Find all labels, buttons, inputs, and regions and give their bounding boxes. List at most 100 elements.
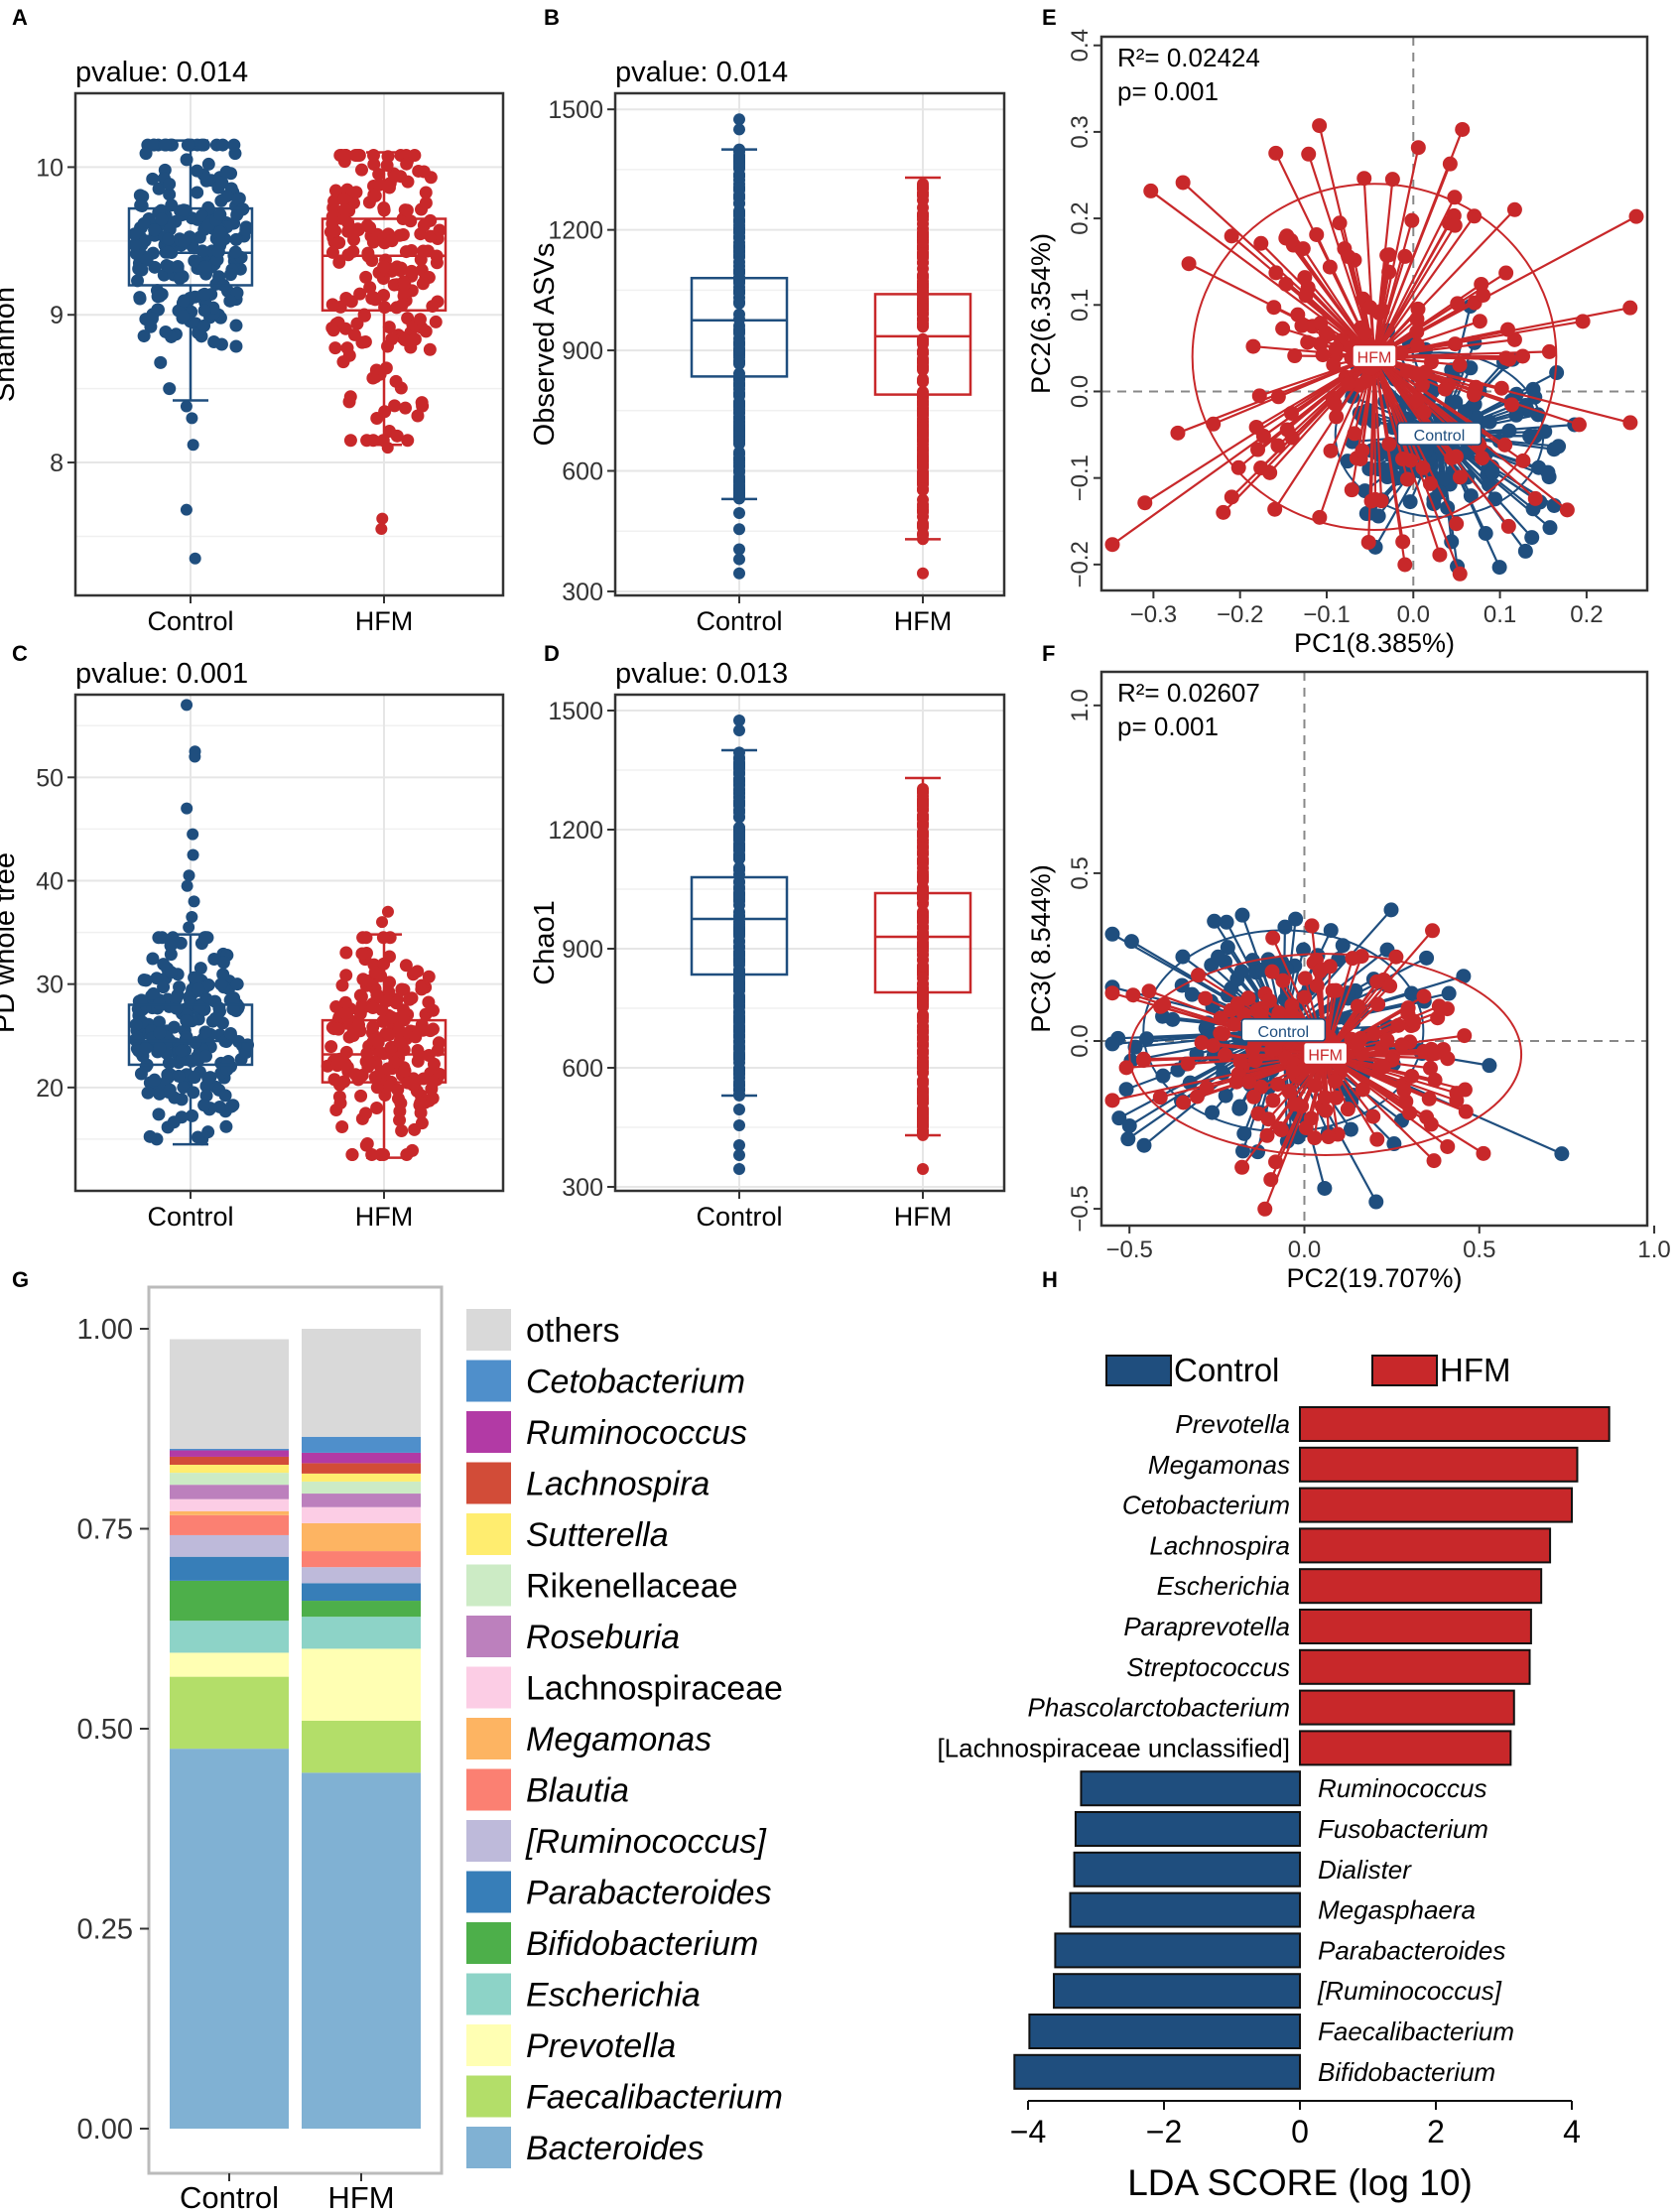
outlier-point [375, 523, 388, 536]
data-point [733, 231, 745, 244]
data-point [1270, 1077, 1286, 1093]
data-point [415, 982, 429, 996]
data-point [1175, 949, 1191, 965]
chart-D: 300 600 900 1200 1500 Control HFM Chao1 pvalue: … [529, 658, 1006, 1232]
data-point [1152, 1090, 1168, 1106]
box [321, 1018, 448, 1084]
outlier-point [733, 1149, 745, 1161]
plot-area [615, 93, 1004, 595]
y-tick-label: 1.00 [77, 1314, 133, 1346]
data-point [1416, 404, 1432, 420]
data-point [128, 238, 142, 252]
data-point [198, 260, 212, 274]
data-point [162, 1056, 176, 1070]
data-point [335, 978, 349, 992]
data-point [1198, 990, 1214, 1006]
data-point [366, 149, 380, 163]
data-point [1456, 969, 1472, 984]
data-point [917, 213, 929, 226]
bar-segment-rikenellaceae [170, 1473, 289, 1486]
data-point [917, 794, 929, 807]
y-tick-label: 0.3 [1067, 115, 1094, 148]
data-point [348, 149, 362, 163]
data-point [1397, 248, 1413, 264]
x-tick-label: Control [147, 1202, 233, 1232]
data-point [1216, 1026, 1231, 1042]
bar-label: Bifidobacterium [1318, 2057, 1495, 2087]
y-axis-label: PD whole tree [0, 852, 21, 1033]
bar-label: Parabacteroides [1318, 1935, 1505, 1965]
data-point [1399, 471, 1415, 487]
data-point [1297, 971, 1313, 986]
y-tick-label: 0.1 [1067, 289, 1094, 322]
data-point [382, 321, 396, 334]
group-label-box [1352, 343, 1397, 368]
data-point [172, 1069, 186, 1083]
data-point [178, 234, 192, 248]
data-point [177, 294, 191, 308]
bar-segment-lachnospira [170, 1456, 289, 1466]
legend-label: Roseburia [526, 1619, 680, 1656]
data-point [135, 199, 149, 213]
x-axis-label: PC2(19.707%) [1286, 1263, 1462, 1293]
data-point [1297, 270, 1313, 286]
data-point [1423, 1116, 1439, 1132]
x-tick-label: 1.0 [1637, 1236, 1670, 1263]
data-point [1328, 1090, 1344, 1106]
x-tick-label: Control [180, 2180, 279, 2212]
data-point [1345, 951, 1360, 967]
bar-segment-prevotella [170, 1652, 289, 1677]
data-point [357, 309, 371, 323]
data-point [1432, 547, 1448, 563]
outlier-point [917, 1163, 929, 1175]
data-point [917, 421, 929, 434]
outlier-point [376, 512, 389, 525]
outlier-point [733, 1139, 745, 1151]
bar-segment-lachnospiraceae [302, 1506, 421, 1523]
data-point [417, 165, 431, 179]
bar-segment-bifidobacterium [302, 1601, 421, 1618]
data-point [1278, 276, 1294, 292]
data-point [1482, 414, 1497, 430]
data-point [329, 1103, 343, 1116]
data-point [1233, 964, 1249, 979]
data-point [1501, 351, 1517, 367]
data-point [917, 434, 929, 447]
data-point [374, 1148, 388, 1162]
data-point [917, 809, 929, 822]
data-point [144, 320, 158, 333]
data-point [733, 343, 745, 356]
y-axis-label: PC3( 8.544%) [1026, 864, 1056, 1033]
x-tick-label: Control [696, 606, 782, 636]
data-point [398, 401, 412, 415]
data-point [1421, 1091, 1437, 1106]
data-point [169, 992, 183, 1006]
data-point [1503, 397, 1519, 413]
legend-swatch [466, 1718, 511, 1759]
data-point [733, 419, 745, 432]
data-point [917, 181, 929, 194]
panel-label-C: C [12, 641, 28, 666]
spider-line [1373, 355, 1506, 447]
data-point [1141, 983, 1157, 999]
data-point [229, 339, 243, 353]
data-point [1267, 501, 1283, 517]
data-point [1440, 1138, 1456, 1154]
data-point [917, 201, 929, 214]
series-control [127, 699, 255, 1146]
y-tick-label: 0.25 [77, 1914, 133, 1946]
data-point [152, 931, 166, 945]
data-point [1409, 311, 1425, 326]
bar-label: Lachnospira [1149, 1530, 1290, 1560]
data-point [1382, 978, 1398, 994]
data-point [1475, 451, 1490, 466]
data-point [917, 353, 929, 366]
data-point [917, 398, 929, 411]
bar-label: Ruminococcus [1318, 1773, 1487, 1803]
x-tick-label: HFM [894, 606, 952, 636]
data-point [1341, 249, 1356, 265]
lda-bar [1073, 1851, 1301, 1887]
data-point [227, 138, 241, 152]
data-point [380, 159, 394, 173]
data-point [337, 202, 351, 216]
